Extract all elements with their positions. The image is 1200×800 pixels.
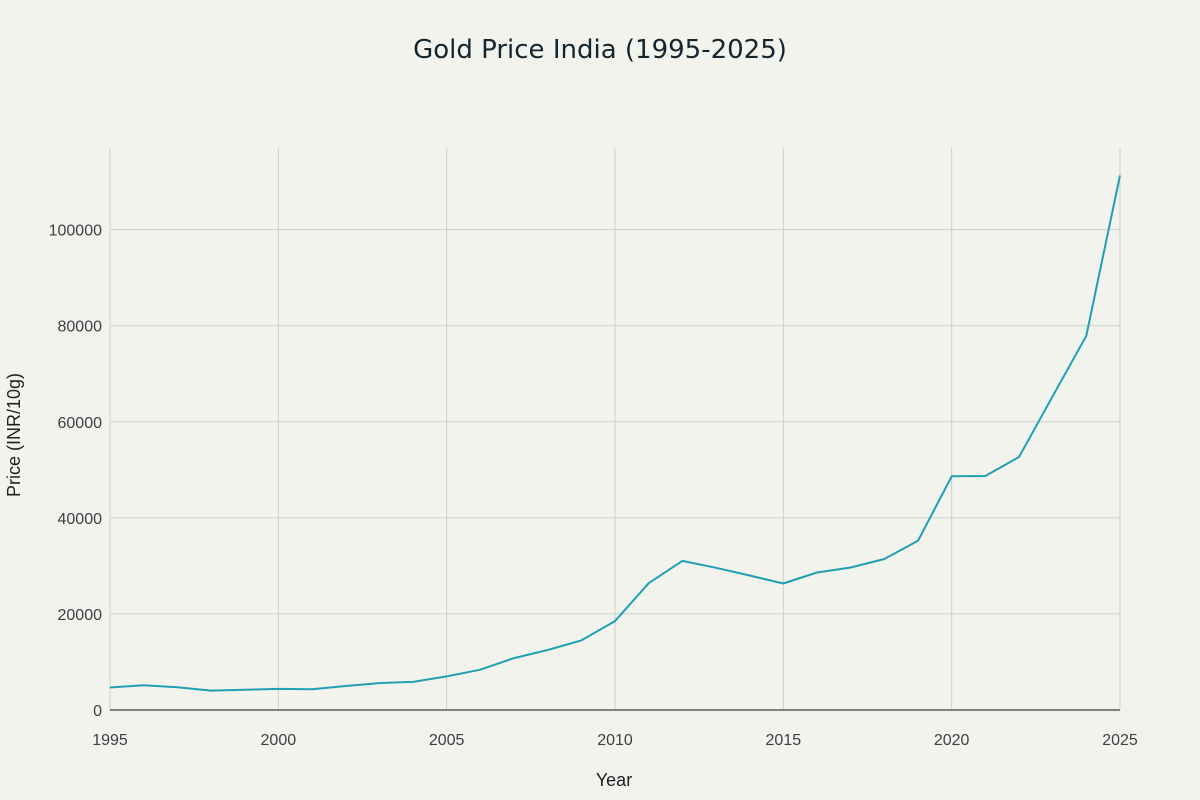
data-point-1995[interactable] xyxy=(107,685,113,691)
data-point-1996[interactable] xyxy=(141,682,147,688)
chart-title: Gold Price India (1995-2025) xyxy=(413,35,787,65)
x-tick-label-2020: 2020 xyxy=(934,732,970,749)
data-point-2012[interactable] xyxy=(679,558,685,564)
x-axis-label: Year xyxy=(596,770,632,790)
data-point-2003[interactable] xyxy=(376,680,382,686)
data-point-2023[interactable] xyxy=(1050,393,1056,399)
data-point-2009[interactable] xyxy=(578,637,584,643)
y-tick-label-100000: 100000 xyxy=(49,223,102,240)
data-point-2013[interactable] xyxy=(713,565,719,571)
data-point-2017[interactable] xyxy=(848,564,854,570)
x-tick-label-2005: 2005 xyxy=(429,732,465,749)
data-point-2018[interactable] xyxy=(881,556,887,562)
data-point-2016[interactable] xyxy=(814,570,820,576)
data-point-2006[interactable] xyxy=(477,667,483,673)
data-point-1999[interactable] xyxy=(242,687,248,693)
data-point-2010[interactable] xyxy=(612,618,618,624)
data-point-2015[interactable] xyxy=(780,580,786,586)
data-point-2020[interactable] xyxy=(949,473,955,479)
data-point-1998[interactable] xyxy=(208,688,214,694)
data-point-2007[interactable] xyxy=(511,655,517,661)
data-point-1997[interactable] xyxy=(174,684,180,690)
y-tick-label-20000: 20000 xyxy=(58,607,103,624)
data-point-2021[interactable] xyxy=(982,473,988,479)
grid xyxy=(109,148,1121,711)
data-point-2022[interactable] xyxy=(1016,454,1022,460)
x-tick-label-1995: 1995 xyxy=(92,732,128,749)
data-point-2000[interactable] xyxy=(275,686,281,692)
data-point-2004[interactable] xyxy=(410,679,416,685)
y-tick-label-80000: 80000 xyxy=(58,319,103,336)
y-tick-label-0: 0 xyxy=(93,703,102,720)
data-point-2002[interactable] xyxy=(343,683,349,689)
y-tick-label-60000: 60000 xyxy=(58,415,103,432)
data-point-2005[interactable] xyxy=(444,673,450,679)
data-point-2001[interactable] xyxy=(309,686,315,692)
x-tick-label-2010: 2010 xyxy=(597,732,633,749)
x-tick-label-2015: 2015 xyxy=(766,732,802,749)
data-point-2024[interactable] xyxy=(1083,333,1089,339)
data-point-2025[interactable] xyxy=(1117,172,1123,178)
x-tick-label-2025: 2025 xyxy=(1102,732,1138,749)
x-tick-label-2000: 2000 xyxy=(261,732,297,749)
series-layer xyxy=(107,172,1123,694)
y-axis-label: Price (INR/10g) xyxy=(4,373,24,497)
y-tick-label-40000: 40000 xyxy=(58,511,103,528)
data-point-2019[interactable] xyxy=(915,538,921,544)
series-line-gold-price xyxy=(109,175,1121,692)
data-point-2008[interactable] xyxy=(545,647,551,653)
data-point-2011[interactable] xyxy=(646,580,652,586)
data-point-2014[interactable] xyxy=(747,572,753,578)
axes: 1995 2000 2005 2010 2015 2020 2025 0 20000 40000 6… xyxy=(49,223,1138,749)
